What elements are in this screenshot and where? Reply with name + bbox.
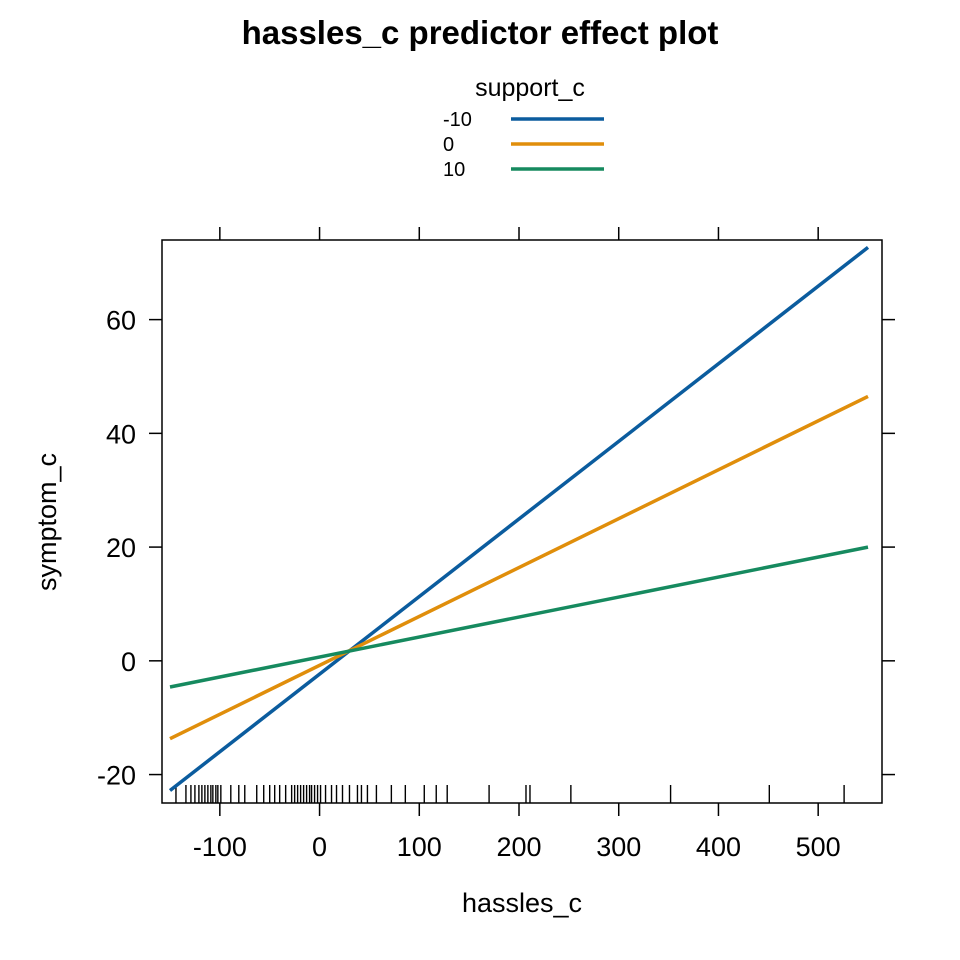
axis-ticks: -100 0 100 200 300 400 500 -20 0 20 40 60	[97, 227, 895, 862]
legend-entries: -10 0 10	[443, 109, 604, 181]
y-tick-label: 40	[106, 419, 136, 449]
legend-label: 0	[443, 134, 454, 156]
series-line-support--10	[168, 246, 870, 792]
x-tick-label: 300	[596, 832, 641, 862]
x-tick-label: 200	[496, 832, 541, 862]
plot-frame	[161, 239, 883, 804]
x-tick-label: 100	[397, 832, 442, 862]
chart-title: hassles_c predictor effect plot	[242, 14, 719, 51]
series-line-support-10	[169, 545, 869, 689]
x-tick-label: 0	[312, 832, 327, 862]
legend: support_c -10 0 10	[443, 74, 604, 181]
legend-label: -10	[443, 109, 472, 131]
y-axis-label: symptom_c	[32, 453, 62, 591]
x-axis-label: hassles_c	[462, 888, 582, 918]
legend-label: 10	[443, 159, 465, 181]
y-tick-label: -20	[97, 761, 136, 791]
x-tick-label: 400	[696, 832, 741, 862]
y-tick-label: 60	[106, 306, 136, 336]
series-line-support-0	[169, 394, 869, 741]
y-tick-label: 20	[106, 533, 136, 563]
legend-title: support_c	[475, 74, 585, 102]
series-lines	[168, 246, 870, 792]
x-tick-label: 500	[796, 832, 841, 862]
y-tick-label: 0	[121, 647, 136, 677]
x-tick-label: -100	[193, 832, 247, 862]
rug-marks	[175, 785, 845, 803]
